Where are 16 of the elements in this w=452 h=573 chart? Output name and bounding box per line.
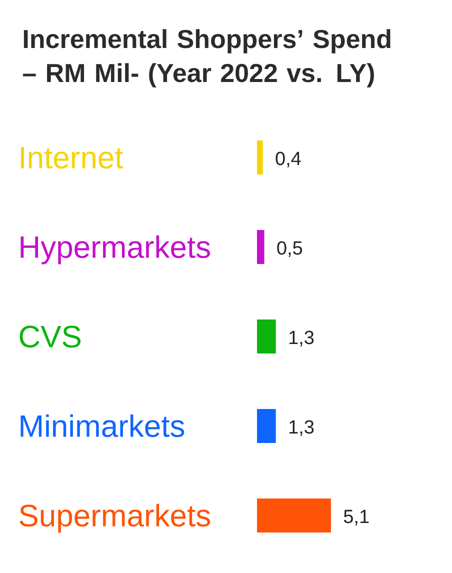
data-label: 1,3 (290, 330, 314, 346)
y-tick-label: Supermarkets (20, 504, 210, 533)
y-tick-label: Hypermarkets (20, 235, 210, 264)
y-tick-label: Internet (21, 146, 124, 169)
y-tick-label: CVS (20, 326, 81, 348)
data-label: 0,5 (277, 241, 302, 257)
bar (257, 409, 276, 444)
data-label: 1,3 (290, 420, 314, 436)
bar (257, 320, 276, 354)
y-tick-label: Minimarkets (20, 414, 184, 438)
chart-title: Incremental Shoppers’ Spend – RM Mil- (Year 2022 vs. LY) (22, 29, 390, 88)
data-label: 5,1 (344, 510, 369, 526)
bar (257, 140, 263, 174)
bar (257, 498, 331, 533)
data-label: 0,4 (276, 152, 301, 168)
bar (257, 230, 264, 264)
